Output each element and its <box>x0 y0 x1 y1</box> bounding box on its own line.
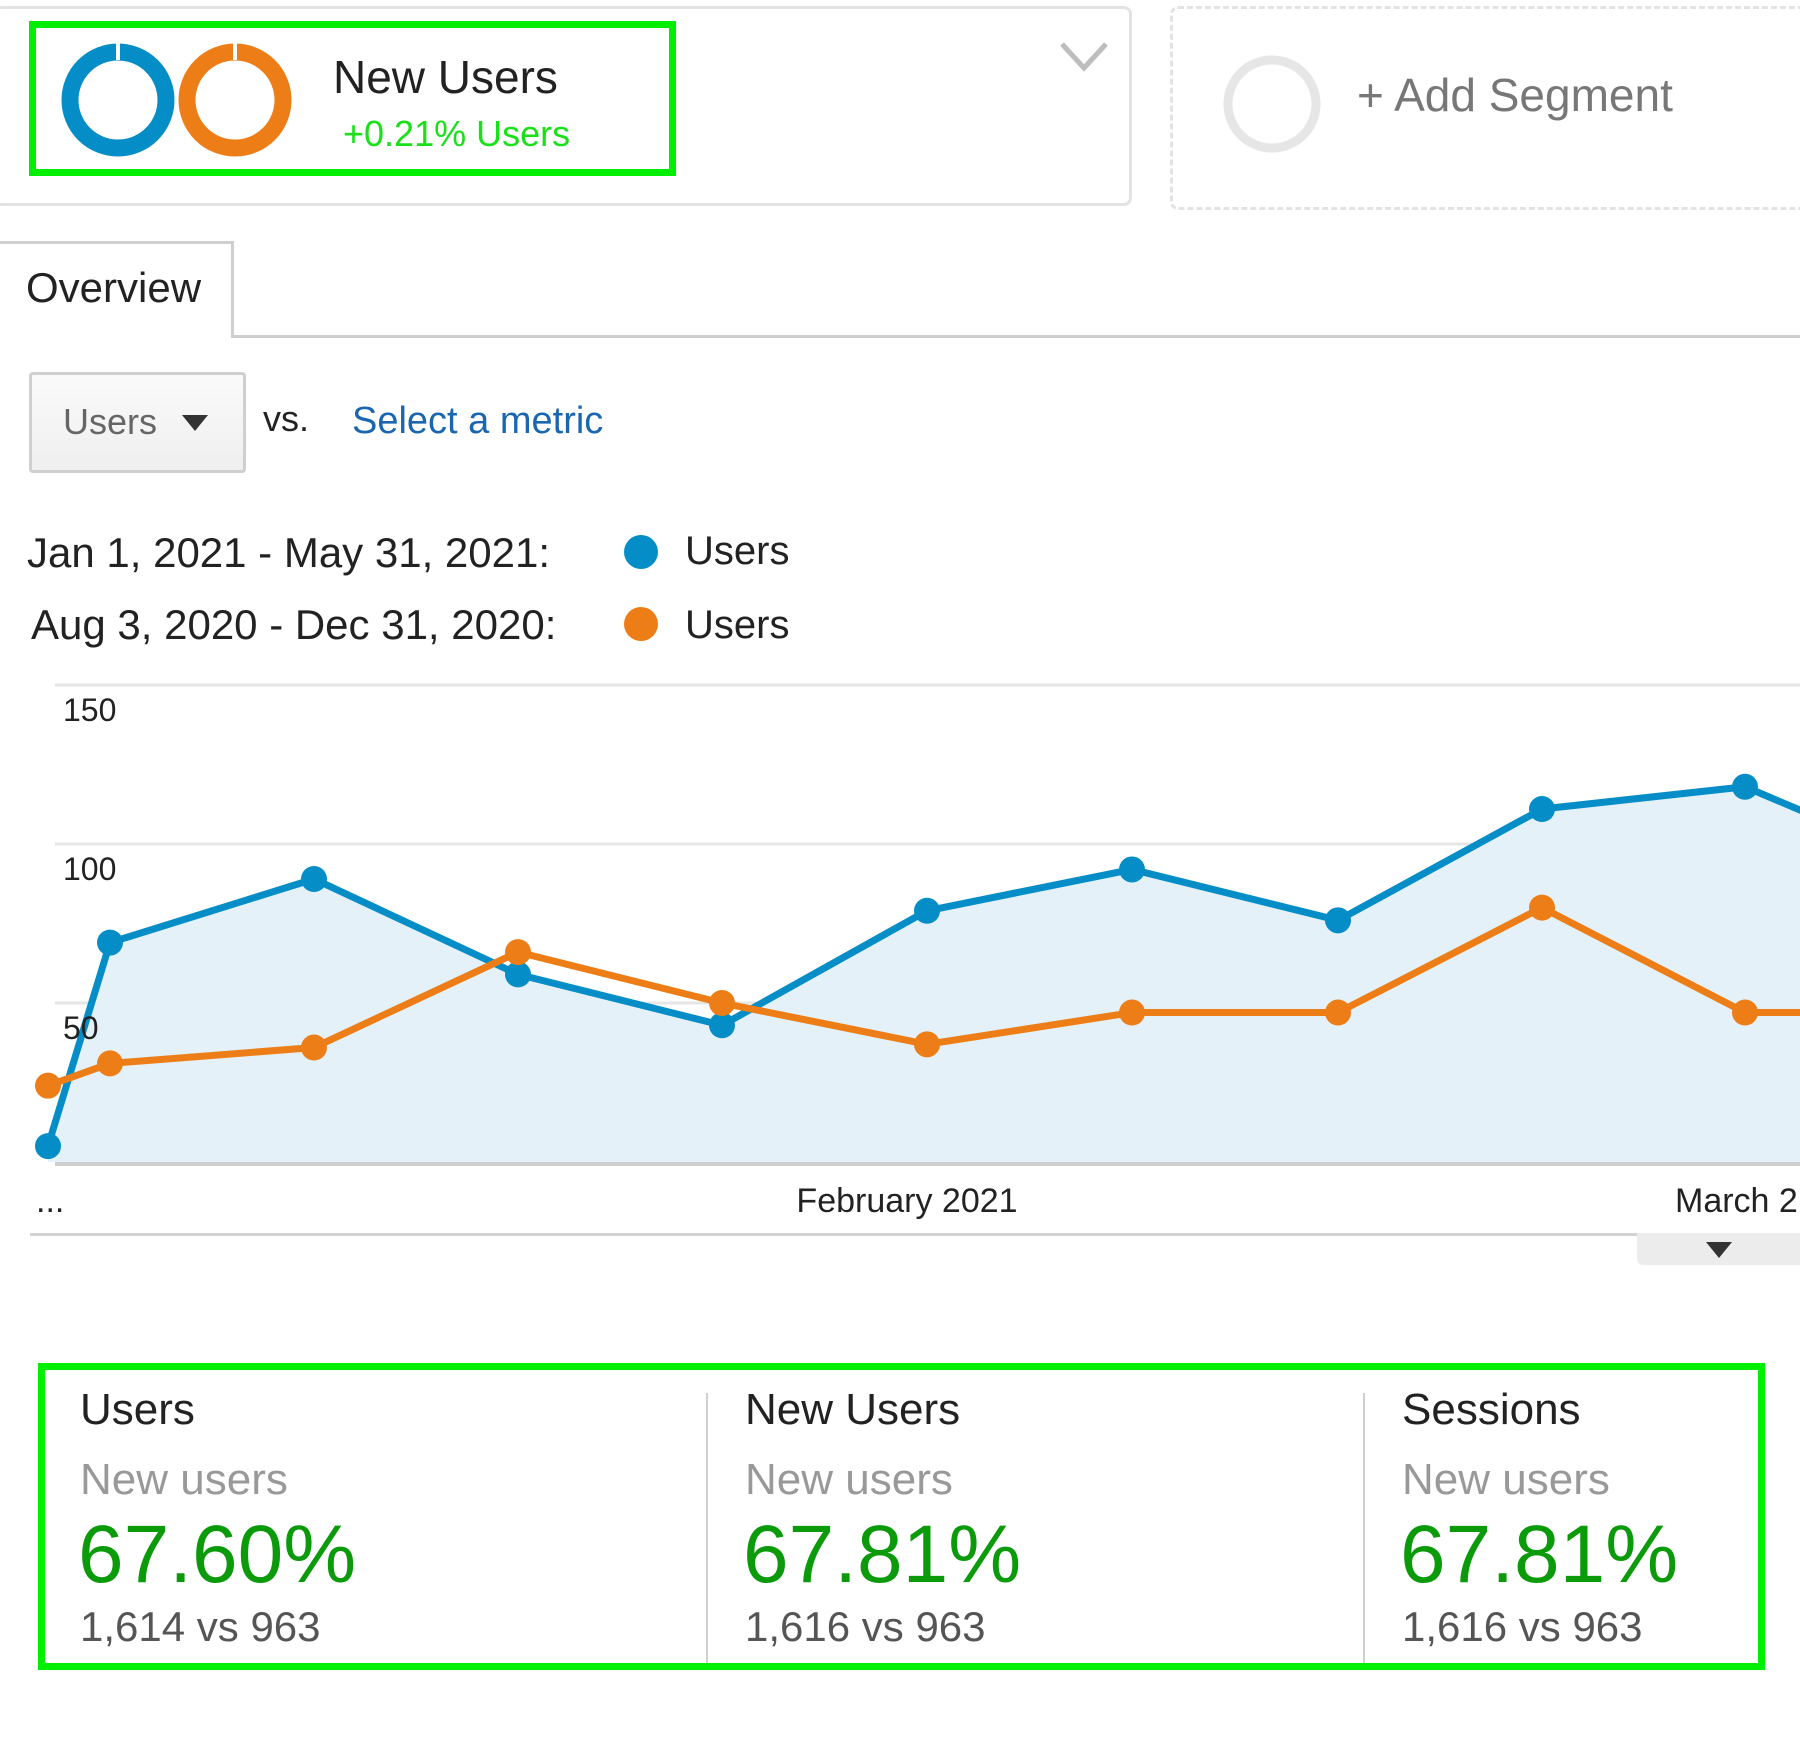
scorecard-divider <box>1363 1393 1365 1663</box>
data-point <box>914 897 940 924</box>
scorecard-title: New Users <box>745 1385 961 1434</box>
data-point <box>1325 907 1351 934</box>
scorecard-subtitle: New users <box>745 1455 953 1504</box>
caret-down-icon <box>1706 1242 1732 1258</box>
data-point <box>1529 894 1555 921</box>
data-point <box>505 961 531 988</box>
legend-series-current: Users <box>685 529 790 573</box>
scorecards-highlight-frame <box>38 1363 1765 1670</box>
add-segment-card[interactable] <box>1170 6 1800 210</box>
data-point <box>1119 999 1145 1026</box>
data-point <box>97 929 123 956</box>
data-point <box>97 1050 123 1077</box>
y-tick-label: 150 <box>63 692 116 728</box>
data-point <box>1732 773 1758 800</box>
data-point <box>709 1012 735 1039</box>
tab-bar-line <box>0 335 1800 338</box>
chevron-down-icon[interactable] <box>1058 38 1110 74</box>
segment-donut-icons <box>61 43 292 157</box>
y-tick-label: 100 <box>63 851 116 887</box>
segment-delta: +0.21% Users <box>343 113 571 154</box>
data-point <box>1529 796 1555 823</box>
data-point <box>301 1034 327 1061</box>
scorecard-divider <box>706 1393 708 1663</box>
scorecard-value: 67.81% <box>1400 1509 1679 1600</box>
legend-dot-orange <box>624 607 658 641</box>
scorecard-subtitle: New users <box>80 1455 288 1504</box>
legend-range-current: Jan 1, 2021 - May 31, 2021: <box>27 529 551 576</box>
data-point <box>505 939 531 966</box>
data-point <box>1732 999 1758 1026</box>
scorecard-title: Sessions <box>1402 1385 1581 1434</box>
tab-overview-label: Overview <box>26 264 202 311</box>
scorecard-comparison: 1,616 vs 963 <box>1402 1603 1643 1650</box>
legend-range-previous: Aug 3, 2020 - Dec 31, 2020: <box>31 601 557 648</box>
metric-dropdown-label: Users <box>63 401 158 442</box>
x-tick-label: ... <box>36 1182 64 1220</box>
data-point <box>301 865 327 892</box>
x-tick-label: March 2 <box>1675 1182 1798 1220</box>
scorecard-title: Users <box>80 1385 195 1434</box>
x-tick-label: February 2021 <box>796 1182 1017 1220</box>
y-tick-label: 50 <box>63 1010 99 1046</box>
users-line-chart[interactable]: 150 100 50... February 2021 March 2 <box>0 660 1800 1270</box>
scorecard-comparison: 1,616 vs 963 <box>745 1603 986 1650</box>
data-point <box>35 1133 61 1160</box>
segment-highlight-frame <box>29 21 676 176</box>
data-point <box>35 1072 61 1099</box>
range-slider-track <box>30 1233 1800 1236</box>
legend-dot-blue <box>624 535 658 569</box>
caret-down-icon <box>182 415 208 431</box>
data-point <box>709 990 735 1016</box>
data-point <box>914 1031 940 1058</box>
scorecard-value: 67.60% <box>78 1509 357 1600</box>
empty-segment-circle-icon <box>1223 55 1321 153</box>
scorecard-comparison: 1,614 vs 963 <box>80 1603 321 1650</box>
add-segment-button[interactable]: + Add Segment <box>1357 69 1673 121</box>
series-area <box>48 786 1800 1162</box>
metric-dropdown[interactable] <box>29 372 246 473</box>
tab-overview[interactable] <box>0 241 234 338</box>
vs-label: vs. <box>263 398 310 439</box>
data-point <box>1119 856 1145 883</box>
segment-title: New Users <box>333 51 558 103</box>
scorecard-subtitle: New users <box>1402 1455 1610 1504</box>
data-point <box>1325 999 1351 1026</box>
legend-series-previous: Users <box>685 603 790 647</box>
scorecard-value: 67.81% <box>743 1509 1022 1600</box>
select-metric-link[interactable]: Select a metric <box>352 400 604 442</box>
